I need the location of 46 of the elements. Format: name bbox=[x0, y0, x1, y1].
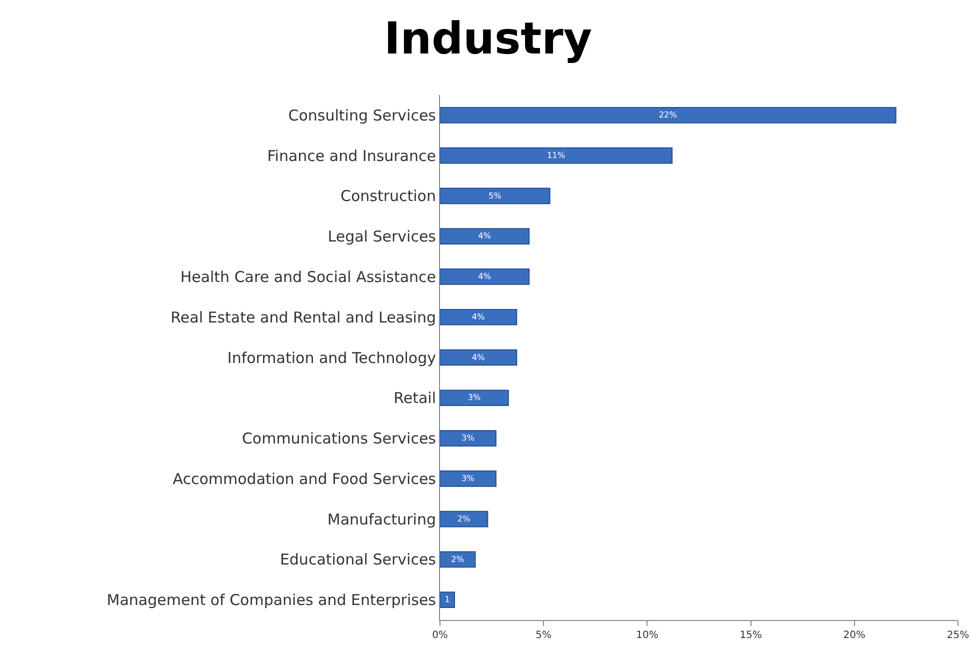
y-tick-label: Finance and Insurance bbox=[267, 146, 436, 165]
bar bbox=[440, 308, 518, 326]
bar bbox=[440, 188, 550, 204]
bar bbox=[440, 510, 488, 528]
bar bbox=[440, 107, 896, 124]
y-tick-label: Retail bbox=[394, 389, 436, 408]
y-tick-label: Accommodation and Food Services bbox=[172, 470, 436, 488]
bar bbox=[440, 470, 496, 487]
y-tick-label: Health Care and Social Assistance bbox=[180, 268, 436, 286]
chart-title: Industry bbox=[384, 14, 592, 65]
data-label: 1 bbox=[444, 594, 450, 604]
x-tick-label: 0% bbox=[432, 630, 448, 641]
bar bbox=[440, 228, 530, 245]
x-tick-label: 5% bbox=[536, 630, 552, 641]
data-label: 2% bbox=[451, 554, 464, 564]
y-tick-label: Consulting Services bbox=[288, 106, 436, 124]
data-label: 5% bbox=[488, 190, 502, 200]
data-label: 3% bbox=[468, 392, 481, 402]
y-tick-label: Information and Technology bbox=[227, 348, 436, 367]
y-tick-label: Construction bbox=[340, 187, 436, 206]
y-tick-label: Real Estate and Rental and Leasing bbox=[170, 308, 436, 326]
data-label: 3% bbox=[461, 472, 475, 483]
data-label: 4% bbox=[472, 311, 486, 322]
bar bbox=[440, 349, 518, 366]
bar bbox=[440, 551, 476, 568]
bar bbox=[440, 147, 673, 164]
data-label: 3% bbox=[461, 432, 475, 443]
y-tick-label: Management of Companies and Enterprises bbox=[106, 591, 436, 610]
y-tick-label: Communications Services bbox=[242, 430, 436, 448]
bar bbox=[440, 592, 455, 608]
data-label: 11% bbox=[546, 150, 566, 160]
data-label: 4% bbox=[478, 271, 492, 282]
y-tick-label: Manufacturing bbox=[327, 510, 436, 528]
y-tick-label: Legal Services bbox=[328, 228, 436, 246]
x-tick-label: 20% bbox=[843, 630, 866, 641]
data-label: 2% bbox=[457, 513, 471, 524]
bar bbox=[440, 268, 530, 285]
x-tick-label: 25% bbox=[946, 630, 970, 641]
bar bbox=[440, 430, 496, 446]
x-tick-label: 15% bbox=[740, 630, 762, 641]
x-tick-label: 10% bbox=[636, 630, 658, 641]
data-label: 22% bbox=[658, 110, 678, 120]
bar bbox=[440, 390, 509, 406]
data-label: 4% bbox=[472, 352, 486, 362]
data-label: 4% bbox=[478, 230, 492, 241]
y-tick-label: Educational Services bbox=[280, 550, 436, 569]
